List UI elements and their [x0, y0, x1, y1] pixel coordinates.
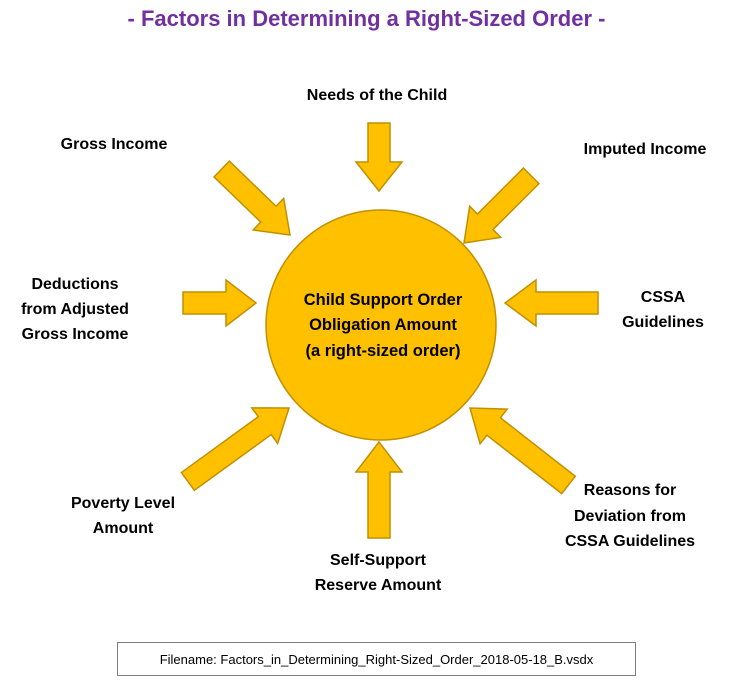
arrow-cssa-guidelines — [503, 278, 599, 328]
label-reasons-3: CSSA Guidelines — [565, 533, 695, 550]
label-reasons-1: Reasons for — [584, 482, 676, 499]
label-gross-income: Gross Income — [61, 136, 168, 153]
center-line-2: Obligation Amount — [309, 316, 457, 334]
center-circle — [265, 209, 497, 441]
label-reasons-2: Deviation from — [574, 508, 686, 525]
label-deductions-3: Gross Income — [22, 326, 129, 343]
filename-label: Filename: Factors_in_Determining_Right-S… — [159, 651, 594, 667]
arrow-poverty-level — [180, 407, 291, 492]
label-poverty-2: Amount — [93, 520, 154, 537]
filename-box: Filename: Factors_in_Determining_Right-S… — [117, 642, 636, 676]
arrow-gross-income — [212, 160, 291, 236]
label-needs-of-child: Needs of the Child — [307, 87, 447, 104]
arrow-deductions — [182, 278, 258, 328]
label-deductions-2: from Adjusted — [21, 301, 129, 318]
arrow-needs-of-child — [354, 122, 404, 193]
label-cssa-1: CSSA — [641, 289, 686, 306]
label-deductions-1: Deductions — [31, 276, 118, 293]
label-poverty-1: Poverty Level — [71, 495, 175, 512]
center-line-3: (a right-sized order) — [306, 342, 461, 360]
center-line-1: Child Support Order — [304, 291, 463, 309]
label-self-support-1: Self-Support — [330, 552, 427, 569]
label-self-support-2: Reserve Amount — [315, 577, 442, 594]
arrow-reasons-deviation — [469, 407, 577, 495]
page-title: - Factors in Determining a Right-Sized O… — [127, 6, 606, 31]
arrow-self-support — [354, 440, 404, 539]
label-cssa-2: Guidelines — [622, 314, 704, 331]
label-imputed-income: Imputed Income — [584, 141, 707, 158]
arrow-imputed-income — [463, 166, 541, 244]
